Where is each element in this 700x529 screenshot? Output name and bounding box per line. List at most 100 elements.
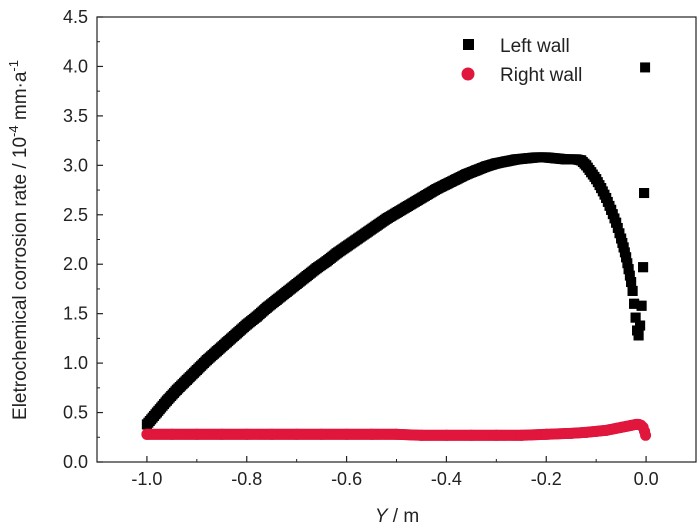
data-point [231,328,242,339]
data-point [616,233,627,244]
data-point [351,234,362,245]
data-point [421,190,432,200]
data-point [391,428,402,440]
y-tick-label: 3.5 [63,106,88,126]
data-point [171,384,182,395]
data-point [606,204,617,215]
x-axis-unit: / m [388,506,420,527]
x-axis-title: Y / m [375,506,419,527]
y-axis-unit: mm·a [10,71,31,125]
data-point [451,174,462,185]
legend-marker-right-wall [461,67,475,81]
y-axis-ticks: 0.0 0.5 1.0 1.5 2.0 2.5 3.0 3.5 4.0 4.5 [63,7,103,472]
data-point [201,355,212,366]
data-point [465,429,477,441]
y-tick-label: 1.0 [63,353,88,373]
y-tick-label: 0.5 [63,403,88,423]
y-tick-label: 2.5 [63,205,88,225]
data-point [541,152,552,163]
data-point [211,346,222,357]
data-point [540,428,552,440]
data-point [441,179,452,190]
data-point [261,302,272,313]
data-point [638,262,649,273]
data-point [371,220,382,231]
x-tick-label: -0.6 [331,469,362,489]
legend-marker-left-wall [463,39,474,50]
data-point [630,312,641,323]
data-point [591,174,602,185]
data-point [471,165,482,176]
data-point [431,184,442,195]
y-axis-label: Eletrochemical corrosion rate / 10 [10,137,31,420]
data-point [291,279,302,289]
data-point [321,256,332,267]
data-point [621,252,632,263]
data-point [166,428,178,440]
y-axis-unit-exponent: -1 [6,60,21,72]
data-point [341,428,353,440]
data-point [481,161,492,172]
legend-label-left-wall: Left wall [500,36,570,57]
data-point [623,264,634,275]
data-point [411,195,422,206]
data-point [633,330,644,341]
x-axis-ticks: -1.0 -0.8 -0.6 -0.4 -0.2 0.0 [131,456,659,489]
data-point [381,213,392,224]
data-point [515,429,527,441]
data-point [614,228,625,239]
data-point [361,227,372,238]
data-point [341,241,352,252]
legend: Left wall Right wall [461,36,582,86]
data-point [521,153,532,164]
data-point [551,153,562,164]
data-point [181,374,192,385]
legend-label-right-wall: Right wall [500,65,582,86]
data-point [561,154,572,165]
data-point [266,428,278,440]
data-point [161,395,172,406]
y-axis-title: Eletrochemical corrosion rate / 10-4 mm·… [6,60,31,420]
series-left-wall [141,62,651,430]
data-point [612,222,623,233]
data-point [391,207,402,218]
data-point [635,320,646,331]
data-point [511,154,522,165]
data-point [590,425,602,437]
data-point [565,427,577,439]
x-tick-label: -0.2 [531,469,562,489]
y-tick-label: 2.0 [63,254,88,274]
series-right-wall [141,418,652,441]
y-tick-label: 4.5 [63,7,88,27]
series-layer [141,62,652,441]
data-point [601,192,612,203]
data-point [141,428,153,440]
data-point [241,319,252,330]
data-point [624,270,635,281]
data-point [440,429,452,441]
x-tick-label: -0.4 [431,469,462,489]
data-point [191,365,202,376]
data-point [627,285,638,296]
plot-frame [96,16,697,463]
data-point [640,429,652,441]
data-point [415,429,427,441]
data-point [640,62,651,73]
y-axis-label-exponent: -4 [6,125,21,137]
x-axis-variable: Y [375,506,389,527]
data-point [501,156,512,167]
data-point [271,294,282,305]
data-point [600,424,612,436]
data-point [151,407,162,418]
data-point [618,242,629,253]
data-point [311,263,322,274]
data-point [622,258,633,269]
plot-border [96,16,697,463]
data-point [141,419,152,430]
data-point [281,286,292,297]
data-point [626,277,637,288]
y-tick-label: 0.0 [63,452,88,472]
data-point [291,428,303,440]
data-point [490,429,502,441]
